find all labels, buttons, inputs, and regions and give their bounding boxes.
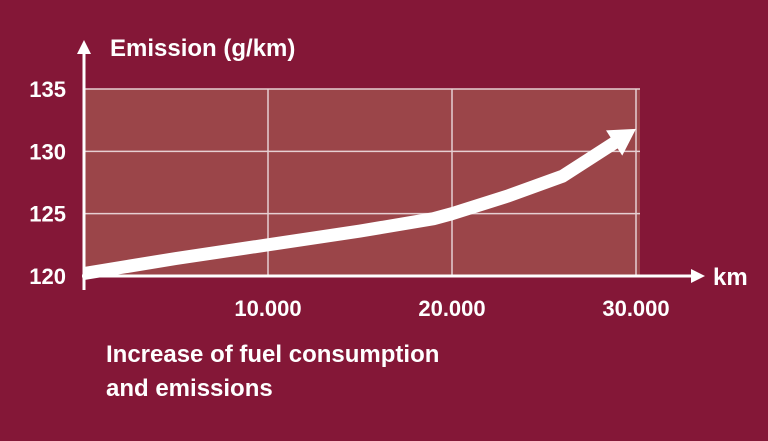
y-tick-label-120: 120: [29, 264, 66, 289]
caption: Increase of fuel consumption and emissio…: [106, 338, 439, 406]
axes: [77, 40, 705, 290]
y-tick-label-135: 135: [29, 77, 66, 102]
x-tick-label-10000: 10.000: [234, 296, 301, 321]
x-tick-label-30000: 30.000: [602, 296, 669, 321]
series-arrowhead-0: [606, 128, 636, 156]
y-axis-label: Emission (g/km): [110, 35, 295, 62]
series-group: [82, 128, 636, 280]
x-axis-arrowhead: [691, 269, 705, 283]
y-axis-arrowhead: [77, 40, 91, 54]
x-axis-label: km: [713, 264, 748, 291]
x-tick-labels: 10.000 20.000 30.000: [234, 296, 669, 321]
caption-line-1: Increase of fuel consumption: [106, 341, 440, 368]
series-line-0: [82, 135, 622, 280]
x-tick-label-20000: 20.000: [418, 296, 485, 321]
grid-lines: [84, 88, 640, 276]
y-tick-labels: 120 125 130 135: [29, 77, 66, 289]
y-tick-label-125: 125: [29, 202, 66, 227]
y-tick-label-130: 130: [29, 139, 66, 164]
caption-line-2: and emissions: [106, 375, 273, 402]
